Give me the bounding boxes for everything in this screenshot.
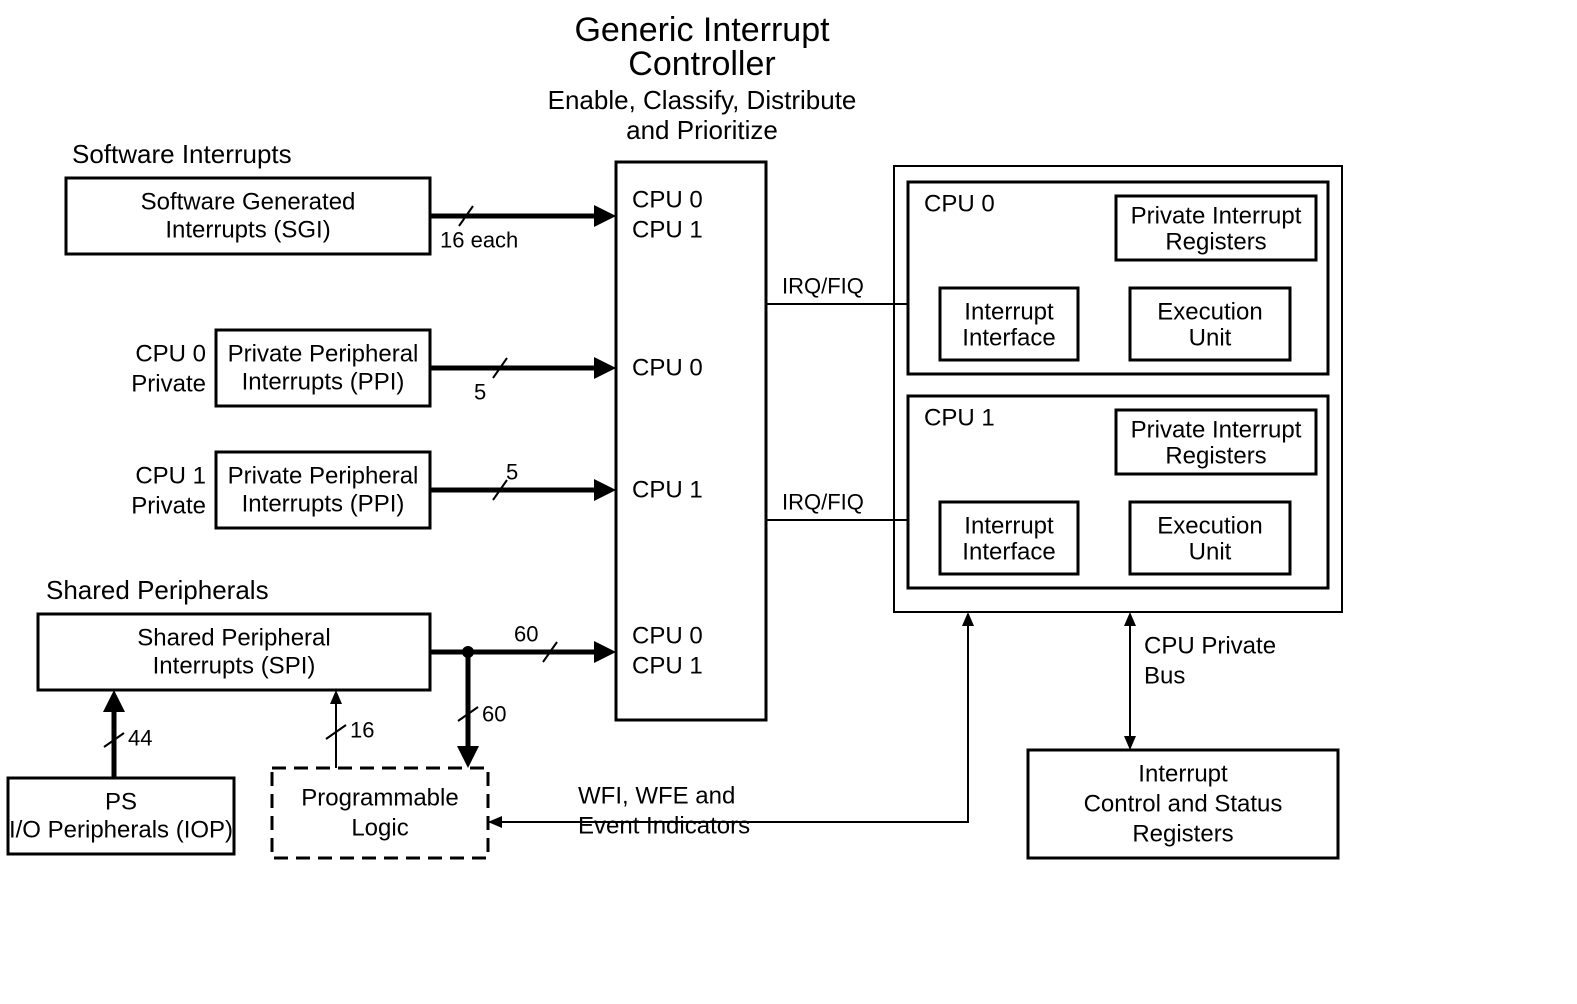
box-sgi-line1: Software Generated — [141, 189, 356, 216]
cpu1-eu-2: Unit — [1189, 539, 1232, 566]
box-iop-line2: I/O Peripherals (IOP) — [9, 817, 233, 844]
box-ppi1-line2: Interrupts (PPI) — [242, 491, 405, 518]
line-wfi-head-left — [488, 816, 502, 828]
cpu0-eu-2: Unit — [1189, 325, 1232, 352]
cpu0-ii-2: Interface — [962, 325, 1055, 352]
label-cpu0-private-1: CPU 0 — [135, 341, 206, 368]
cpu0-ii-1: Interrupt — [964, 299, 1054, 326]
box-spi-line2: Interrupts (SPI) — [153, 653, 316, 680]
label-cpu0-private-2: Private — [131, 371, 206, 398]
count-pl: 16 — [350, 718, 374, 743]
gic-target-ppi-cpu0: CPU 0 — [632, 355, 703, 382]
line-wfi-head-up — [962, 612, 974, 626]
count-sgi: 16 each — [440, 228, 518, 253]
cpu0-pir-1: Private Interrupt — [1131, 203, 1302, 230]
cpu1-pir-2: Registers — [1165, 443, 1266, 470]
section-software-interrupts: Software Interrupts — [72, 139, 292, 169]
icsr-2: Control and Status — [1084, 791, 1283, 818]
label-irqfiq-0: IRQ/FIQ — [782, 274, 864, 299]
label-irqfiq-1: IRQ/FIQ — [782, 490, 864, 515]
box-pl-line2: Logic — [351, 815, 408, 842]
gic-title-1: Generic Interrupt — [574, 11, 830, 49]
cpu0-title: CPU 0 — [924, 191, 995, 218]
section-shared-peripherals: Shared Peripherals — [46, 575, 269, 605]
arrow-spi-to-gic-head — [594, 641, 616, 663]
arrow-cpu-private-bus-head-up — [1124, 612, 1136, 626]
cpu1-ii-2: Interface — [962, 539, 1055, 566]
count-iop: 44 — [128, 726, 152, 751]
cpu0-eu-1: Execution — [1157, 299, 1262, 326]
box-programmable-logic — [272, 768, 488, 858]
arrow-iop-to-spi-head — [103, 690, 125, 712]
arrow-ppi0-to-gic-head — [594, 357, 616, 379]
box-iop-line1: PS — [105, 789, 137, 816]
count-ppi1: 5 — [506, 460, 518, 485]
arrow-ppi1-to-gic-head — [594, 479, 616, 501]
arrow-spi-to-pl-head — [457, 746, 479, 768]
label-wfi-2: Event Indicators — [578, 813, 750, 840]
box-sgi-line2: Interrupts (SGI) — [165, 217, 330, 244]
gic-title-2: Controller — [628, 45, 775, 83]
arrow-sgi-to-gic-head — [594, 205, 616, 227]
box-ppi0-line1: Private Peripheral — [228, 341, 419, 368]
count-spi-down: 60 — [482, 702, 506, 727]
gic-target-sgi-cpu0: CPU 0 — [632, 187, 703, 214]
gic-target-spi-cpu0: CPU 0 — [632, 623, 703, 650]
label-wfi-1: WFI, WFE and — [578, 783, 735, 810]
cpu1-eu-1: Execution — [1157, 513, 1262, 540]
box-ppi1-line1: Private Peripheral — [228, 463, 419, 490]
cpu0-pir-2: Registers — [1165, 229, 1266, 256]
gic-subtitle-2: and Prioritize — [626, 115, 778, 145]
arrow-pl-to-spi-head — [330, 690, 342, 704]
icsr-3: Registers — [1132, 821, 1233, 848]
gic-target-spi-cpu1: CPU 1 — [632, 653, 703, 680]
cpu1-pir-1: Private Interrupt — [1131, 417, 1302, 444]
box-spi-line1: Shared Peripheral — [137, 625, 330, 652]
label-cpu1-private-1: CPU 1 — [135, 463, 206, 490]
gic-target-sgi-cpu1: CPU 1 — [632, 217, 703, 244]
cpu1-ii-1: Interrupt — [964, 513, 1054, 540]
gic-subtitle-1: Enable, Classify, Distribute — [548, 85, 857, 115]
box-ppi0-line2: Interrupts (PPI) — [242, 369, 405, 396]
icsr-1: Interrupt — [1138, 761, 1228, 788]
cpu1-title: CPU 1 — [924, 405, 995, 432]
label-cpu-bus-2: Bus — [1144, 663, 1185, 690]
label-cpu1-private-2: Private — [131, 493, 206, 520]
label-cpu-bus-1: CPU Private — [1144, 633, 1276, 660]
box-pl-line1: Programmable — [301, 785, 458, 812]
count-spi-top: 60 — [514, 622, 538, 647]
gic-target-ppi-cpu1: CPU 1 — [632, 477, 703, 504]
arrow-cpu-private-bus-head-down — [1124, 736, 1136, 750]
count-ppi0: 5 — [474, 380, 486, 405]
